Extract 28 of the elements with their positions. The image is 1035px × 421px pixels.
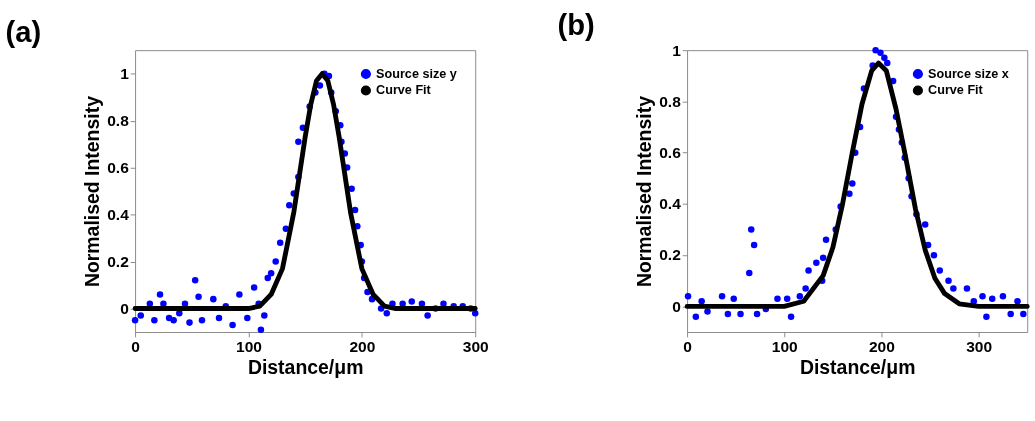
y-tick-label: 0.4: [659, 195, 682, 213]
x-tick-label: 200: [349, 337, 376, 355]
y-tick-label: 0.2: [107, 252, 130, 270]
y-tick-label: 0.4: [107, 205, 130, 223]
y-tick-label: 0.6: [107, 158, 130, 176]
y-tick-label: 0.8: [107, 111, 130, 129]
legend-label: Source size y: [376, 66, 457, 81]
y-axis-title: Normalised Intensity: [81, 95, 104, 288]
y-tick-label: 0: [672, 297, 681, 315]
y-axis-title: Normalised Intensity: [633, 95, 656, 288]
y-tick-label: 0.8: [659, 92, 682, 110]
y-tick-label: 1: [120, 65, 130, 83]
x-axis-title: Distance/μm: [247, 356, 364, 379]
legend-label: Curve Fit: [928, 83, 984, 98]
x-tick-label: 300: [966, 337, 993, 355]
x-tick-label: 100: [235, 337, 262, 355]
legend-label: Curve Fit: [376, 83, 432, 98]
chart-title: (b): [557, 8, 595, 41]
y-tick-label: 0.6: [659, 144, 682, 162]
legend-label: Source size x: [928, 66, 1009, 81]
y-tick-label: 0.2: [659, 246, 682, 264]
x-tick-label: 100: [771, 337, 798, 355]
x-axis-title: Distance/μm: [799, 356, 916, 379]
chart-title: (a): [5, 16, 42, 49]
y-tick-label: 0: [120, 299, 129, 317]
y-tick-label: 1: [672, 41, 682, 59]
x-tick-label: 300: [462, 337, 489, 355]
x-tick-label: 200: [868, 337, 895, 355]
